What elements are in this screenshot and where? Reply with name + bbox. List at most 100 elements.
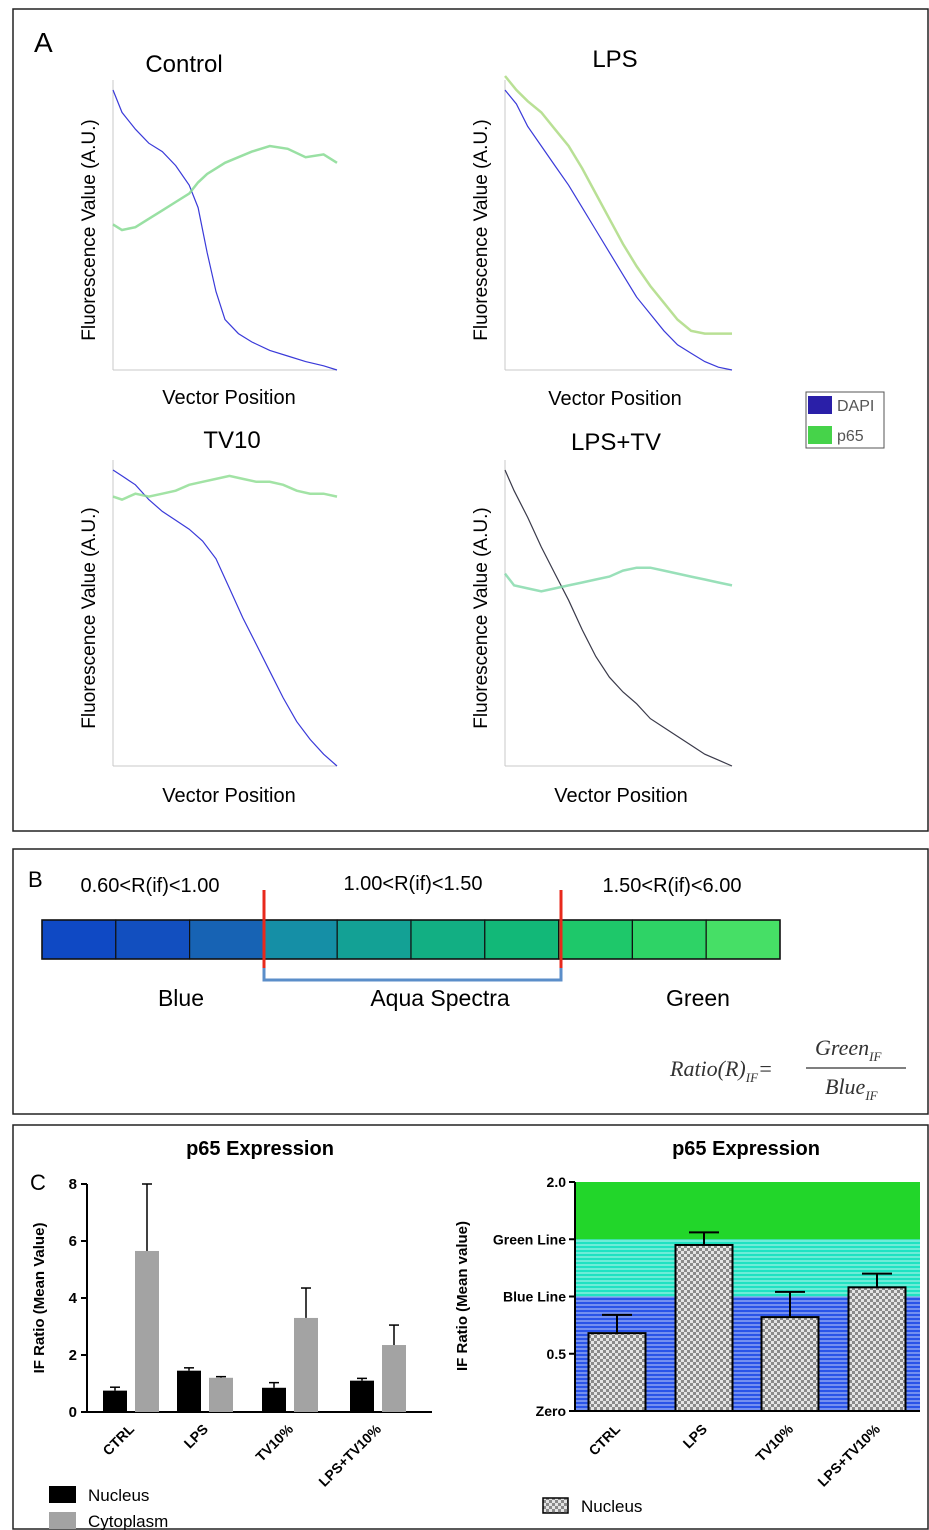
formula-numerator: Green — [815, 1035, 869, 1060]
ratio-formula: Ratio(R)IF= GreenIF BlueIF — [669, 1035, 906, 1103]
spectrum-box-10 — [705, 919, 781, 960]
x-tick-label: LPS — [181, 1421, 212, 1452]
y-tick-label: 8 — [69, 1176, 77, 1193]
legend-p65-swatch — [808, 426, 832, 444]
series-line-dapi — [504, 469, 733, 767]
x-axis-label: Vector Position — [554, 785, 687, 807]
spectrum-box-7 — [484, 919, 560, 960]
series-line-dapi — [504, 89, 733, 371]
spectrum-label-green: Green — [666, 985, 730, 1011]
range-label-green: 1.50<R(if)<6.00 — [603, 875, 742, 897]
formula-lhs: Ratio(R) — [669, 1056, 746, 1081]
bar-nucleus-ctrl — [103, 1390, 127, 1412]
x-tick-label: LPS — [680, 1421, 711, 1452]
x-tick-label: LPS+TV10% — [315, 1420, 384, 1489]
formula-lhs-sub: IF — [745, 1070, 759, 1085]
spectrum-box-6 — [410, 919, 486, 960]
spectrum-bar — [41, 919, 781, 960]
legend-swatch-nucleus — [542, 1497, 569, 1514]
spectrum-outline — [41, 919, 781, 960]
bar-nucleus-lps-tv10 — [847, 1286, 907, 1412]
series-line-p65 — [504, 75, 732, 335]
bar-nucleus-tv10 — [760, 1316, 820, 1412]
y-tick-label: 0.5 — [547, 1346, 567, 1362]
chart-title: p65 Expression — [672, 1138, 820, 1160]
x-axis-label: Vector Position — [162, 387, 295, 409]
panel-c: C p65 Expression IF Ratio (Mean Value) 0 2 4… — [12, 1124, 929, 1530]
series-line-p65 — [504, 566, 733, 593]
series-line-p65 — [112, 474, 338, 501]
y-tick-label: 2.0 — [547, 1174, 567, 1190]
spectrum-box-1 — [41, 919, 117, 960]
panel-a: A Control Fluorescence Value (A.U.) Vector… — [12, 8, 929, 832]
y-axis-label: Fluorescence Value (A.U.) — [471, 507, 492, 728]
formula-eq: = — [758, 1056, 773, 1081]
legend-dapi-swatch — [808, 396, 832, 414]
spectrum-box-4 — [262, 919, 338, 960]
panel-b-letter: B — [28, 867, 43, 892]
chart-title: Control — [145, 51, 222, 78]
y-axis-label: Fluorescence Value (A.U.) — [79, 507, 100, 728]
formula-denominator: Blue — [825, 1074, 866, 1099]
panel-a-letter: A — [34, 27, 53, 58]
y-tick-label: 2 — [69, 1347, 77, 1364]
bar-cytoplasm-ctrl — [135, 1250, 159, 1412]
y-tick-label: Blue Line — [503, 1289, 566, 1305]
bar-cytoplasm-lps-tv10 — [382, 1345, 406, 1412]
spectrum-box-3 — [189, 919, 265, 960]
x-axis-label: Vector Position — [162, 785, 295, 807]
spectrum-box-2 — [115, 919, 191, 960]
x-axis-label: Vector Position — [548, 388, 681, 410]
chart-title: LPS — [592, 46, 637, 73]
bar-nucleus-lps — [674, 1243, 734, 1412]
series-line-p65 — [112, 144, 338, 232]
panel-c-letter: C — [30, 1170, 46, 1195]
chart-title: p65 Expression — [186, 1138, 334, 1160]
line-chart-tv10: TV10 Fluorescence Value (A.U.) Vector Posi… — [79, 427, 338, 807]
y-tick-label: 4 — [69, 1290, 78, 1307]
bar-nucleus-ctrl — [587, 1332, 647, 1413]
bar-nucleus-lps-tv10 — [350, 1380, 374, 1412]
range-label-aqua: 1.00<R(if)<1.50 — [344, 873, 483, 895]
series-line-dapi — [112, 469, 338, 767]
legend-dapi-label: DAPI — [837, 398, 874, 415]
line-chart-control: Control Fluorescence Value (A.U.) Vector P… — [79, 51, 338, 409]
bar-cytoplasm-lps — [209, 1377, 233, 1412]
x-tick-label: TV10% — [252, 1420, 296, 1464]
y-axis-label: IF Ratio (Mean value) — [454, 1221, 471, 1371]
y-axis-label: Fluorescence Value (A.U.) — [471, 119, 492, 340]
panel-a-legend: DAPI p65 — [805, 391, 885, 449]
panel-c-frame — [12, 1124, 929, 1530]
x-tick-label: LPS+TV10% — [814, 1420, 883, 1489]
formula-den-sub: IF — [864, 1088, 878, 1103]
formula-num-sub: IF — [868, 1049, 882, 1064]
y-tick-label: 6 — [69, 1233, 77, 1250]
svg-text:GreenIF: GreenIF — [815, 1035, 883, 1064]
y-axis-label: IF Ratio (Mean Value) — [31, 1223, 48, 1374]
legend-label-cytoplasm: Cytoplasm — [88, 1512, 168, 1530]
bar-chart-compartment: p65 Expression IF Ratio (Mean Value) 0 2 4 6 8… — [31, 1138, 432, 1530]
y-tick-label: 0 — [69, 1404, 77, 1421]
line-charts: Control Fluorescence Value (A.U.) Vector P… — [79, 46, 733, 807]
legend-label-nucleus: Nucleus — [88, 1486, 149, 1505]
x-tick-label: CTRL — [585, 1420, 623, 1458]
y-axis-label: Fluorescence Value (A.U.) — [79, 119, 100, 340]
spectrum-label-aqua: Aqua Spectra — [370, 985, 510, 1011]
x-tick-label: CTRL — [99, 1420, 137, 1458]
chart-title: LPS+TV — [571, 429, 661, 456]
svg-text:Ratio(R)IF=: Ratio(R)IF= — [669, 1056, 773, 1085]
series-line-dapi — [112, 89, 338, 371]
legend-swatch-nucleus — [49, 1486, 76, 1503]
chart-title: TV10 — [203, 427, 260, 454]
panel-a-frame — [12, 8, 929, 832]
bar-nucleus-tv10 — [262, 1387, 286, 1412]
panel-b: B 0.60<R(if)<1.00 1.00<R(if)<1.50 1.50<R… — [12, 848, 929, 1115]
legend-swatch-cytoplasm — [49, 1512, 76, 1529]
spectrum-box-9 — [631, 919, 707, 960]
bar-nucleus-lps — [177, 1370, 201, 1412]
spectrum-label-blue: Blue — [158, 985, 204, 1011]
line-chart-lps-tv: LPS+TV Fluorescence Value (A.U.) Vector Po… — [471, 429, 733, 807]
band-3 — [575, 1182, 920, 1240]
line-chart-lps: LPS Fluorescence Value (A.U.) Vector Posit… — [471, 46, 733, 410]
